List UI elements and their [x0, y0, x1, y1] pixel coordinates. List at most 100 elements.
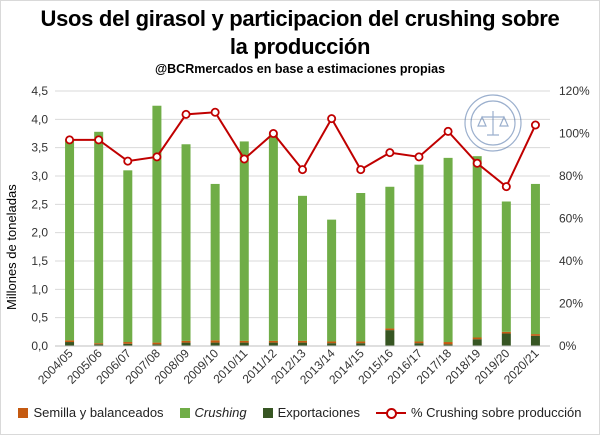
y-tick-label: 2,0 — [31, 226, 48, 240]
bar-exportaciones — [239, 342, 249, 346]
legend-label-export: Exportaciones — [277, 405, 360, 420]
bar-exportaciones — [268, 342, 278, 346]
bar-semilla-y-balanceados — [239, 340, 249, 343]
bar-exportaciones — [152, 344, 162, 346]
line-point — [414, 152, 424, 162]
bar-semilla-y-balanceados — [530, 334, 540, 336]
y-tick-label: 1,5 — [31, 254, 48, 268]
legend-swatch-export — [262, 407, 273, 418]
bar-exportaciones — [94, 344, 104, 346]
y-tick-label: 0,5 — [31, 311, 48, 325]
bar-exportaciones — [123, 343, 133, 346]
bar-crushing — [239, 141, 249, 341]
bar-crushing — [501, 201, 511, 332]
chart-title-line2: la producción — [229, 34, 371, 59]
bar-exportaciones — [327, 343, 337, 346]
seal-logo — [464, 94, 522, 152]
chart-title-line1: Usos del girasol y participacion del cru… — [40, 6, 560, 31]
bar-semilla-y-balanceados — [181, 340, 191, 343]
bar-exportaciones — [356, 343, 366, 346]
y-tick-label: 2,5 — [31, 197, 48, 211]
y-tick-label: 3,5 — [31, 141, 48, 155]
bar-semilla-y-balanceados — [65, 340, 75, 343]
bar-exportaciones — [181, 342, 191, 346]
bar-exportaciones — [65, 342, 75, 346]
bar-crushing — [385, 186, 395, 329]
line-point — [65, 135, 75, 145]
y-tick-label: 4,0 — [31, 112, 48, 126]
bar-exportaciones — [472, 339, 482, 346]
line-point — [123, 156, 133, 166]
line-point — [239, 154, 249, 164]
bar-semilla-y-balanceados — [152, 342, 162, 345]
bar-crushing — [65, 139, 75, 341]
y-tick-label: 0,0 — [31, 339, 48, 353]
y2-tick-label: 60% — [559, 212, 583, 226]
y-tick-label: 1,0 — [31, 282, 48, 296]
legend-item-export: Exportaciones — [262, 405, 360, 420]
bar-semilla-y-balanceados — [472, 337, 482, 340]
bar-crushing — [472, 156, 482, 338]
bar-crushing — [94, 131, 104, 344]
y2-tick-label: 80% — [559, 169, 583, 183]
bar-crushing — [181, 144, 191, 341]
bar-crushing — [530, 183, 540, 335]
bar-crushing — [210, 183, 220, 341]
bar-exportaciones — [530, 335, 540, 346]
bar-semilla-y-balanceados — [94, 343, 104, 345]
bar-semilla-y-balanceados — [268, 340, 278, 343]
bar-crushing — [123, 170, 133, 343]
line-point — [327, 114, 337, 124]
bar-semilla-y-balanceados — [443, 342, 453, 345]
line-point — [530, 120, 540, 130]
line-point — [472, 158, 482, 168]
chart-subtitle: @BCRmercados en base a estimaciones prop… — [154, 62, 446, 76]
bar-semilla-y-balanceados — [356, 341, 366, 344]
legend-swatch-semilla — [18, 407, 29, 418]
legend-label-semilla: Semilla y balanceados — [33, 405, 164, 420]
bar-semilla-y-balanceados — [414, 341, 424, 344]
bar-semilla-y-balanceados — [385, 328, 395, 331]
bar-exportaciones — [443, 344, 453, 346]
y-tick-label: 3,0 — [31, 169, 48, 183]
bar-crushing — [327, 219, 337, 342]
bar-semilla-y-balanceados — [298, 340, 307, 343]
bar-semilla-y-balanceados — [123, 342, 133, 344]
line-point — [94, 135, 104, 145]
bar-crushing — [268, 134, 278, 341]
y-tick-label: 4,5 — [31, 84, 48, 98]
bar-crushing — [443, 157, 453, 343]
bar-semilla-y-balanceados — [501, 331, 511, 334]
bar-semilla-y-balanceados — [327, 341, 337, 344]
bar-exportaciones — [385, 330, 395, 346]
bar-crushing — [414, 164, 424, 342]
legend-item-pct: % Crushing sobre producción — [375, 405, 582, 420]
line-point — [297, 165, 307, 175]
bar-crushing — [152, 105, 162, 343]
bar-crushing — [298, 195, 307, 341]
bar-exportaciones — [210, 342, 220, 346]
legend-label-crushing: Crushing — [194, 405, 247, 420]
line-point — [385, 148, 395, 158]
legend-swatch-pct — [375, 407, 406, 419]
legend-item-semilla: Semilla y balanceados — [18, 405, 164, 420]
line-point — [210, 107, 220, 117]
line-point — [268, 128, 278, 138]
legend-item-crushing: Crushing — [179, 405, 247, 420]
line-point — [356, 165, 366, 175]
line-point — [501, 182, 511, 192]
line-point — [443, 126, 453, 136]
line-point — [181, 109, 191, 119]
y2-tick-label: 20% — [559, 297, 583, 311]
bar-exportaciones — [501, 333, 511, 346]
y2-tick-label: 40% — [559, 254, 583, 268]
legend: Semilla y balanceados Crushing Exportaci… — [0, 405, 600, 420]
line-point — [152, 152, 162, 162]
bar-semilla-y-balanceados — [210, 340, 220, 343]
y2-tick-label: 100% — [559, 127, 590, 141]
bar-crushing — [356, 193, 366, 342]
y2-tick-label: 120% — [559, 84, 590, 98]
legend-label-pct: % Crushing sobre producción — [410, 405, 582, 420]
y2-tick-label: 0% — [559, 339, 577, 353]
bar-exportaciones — [414, 343, 424, 346]
